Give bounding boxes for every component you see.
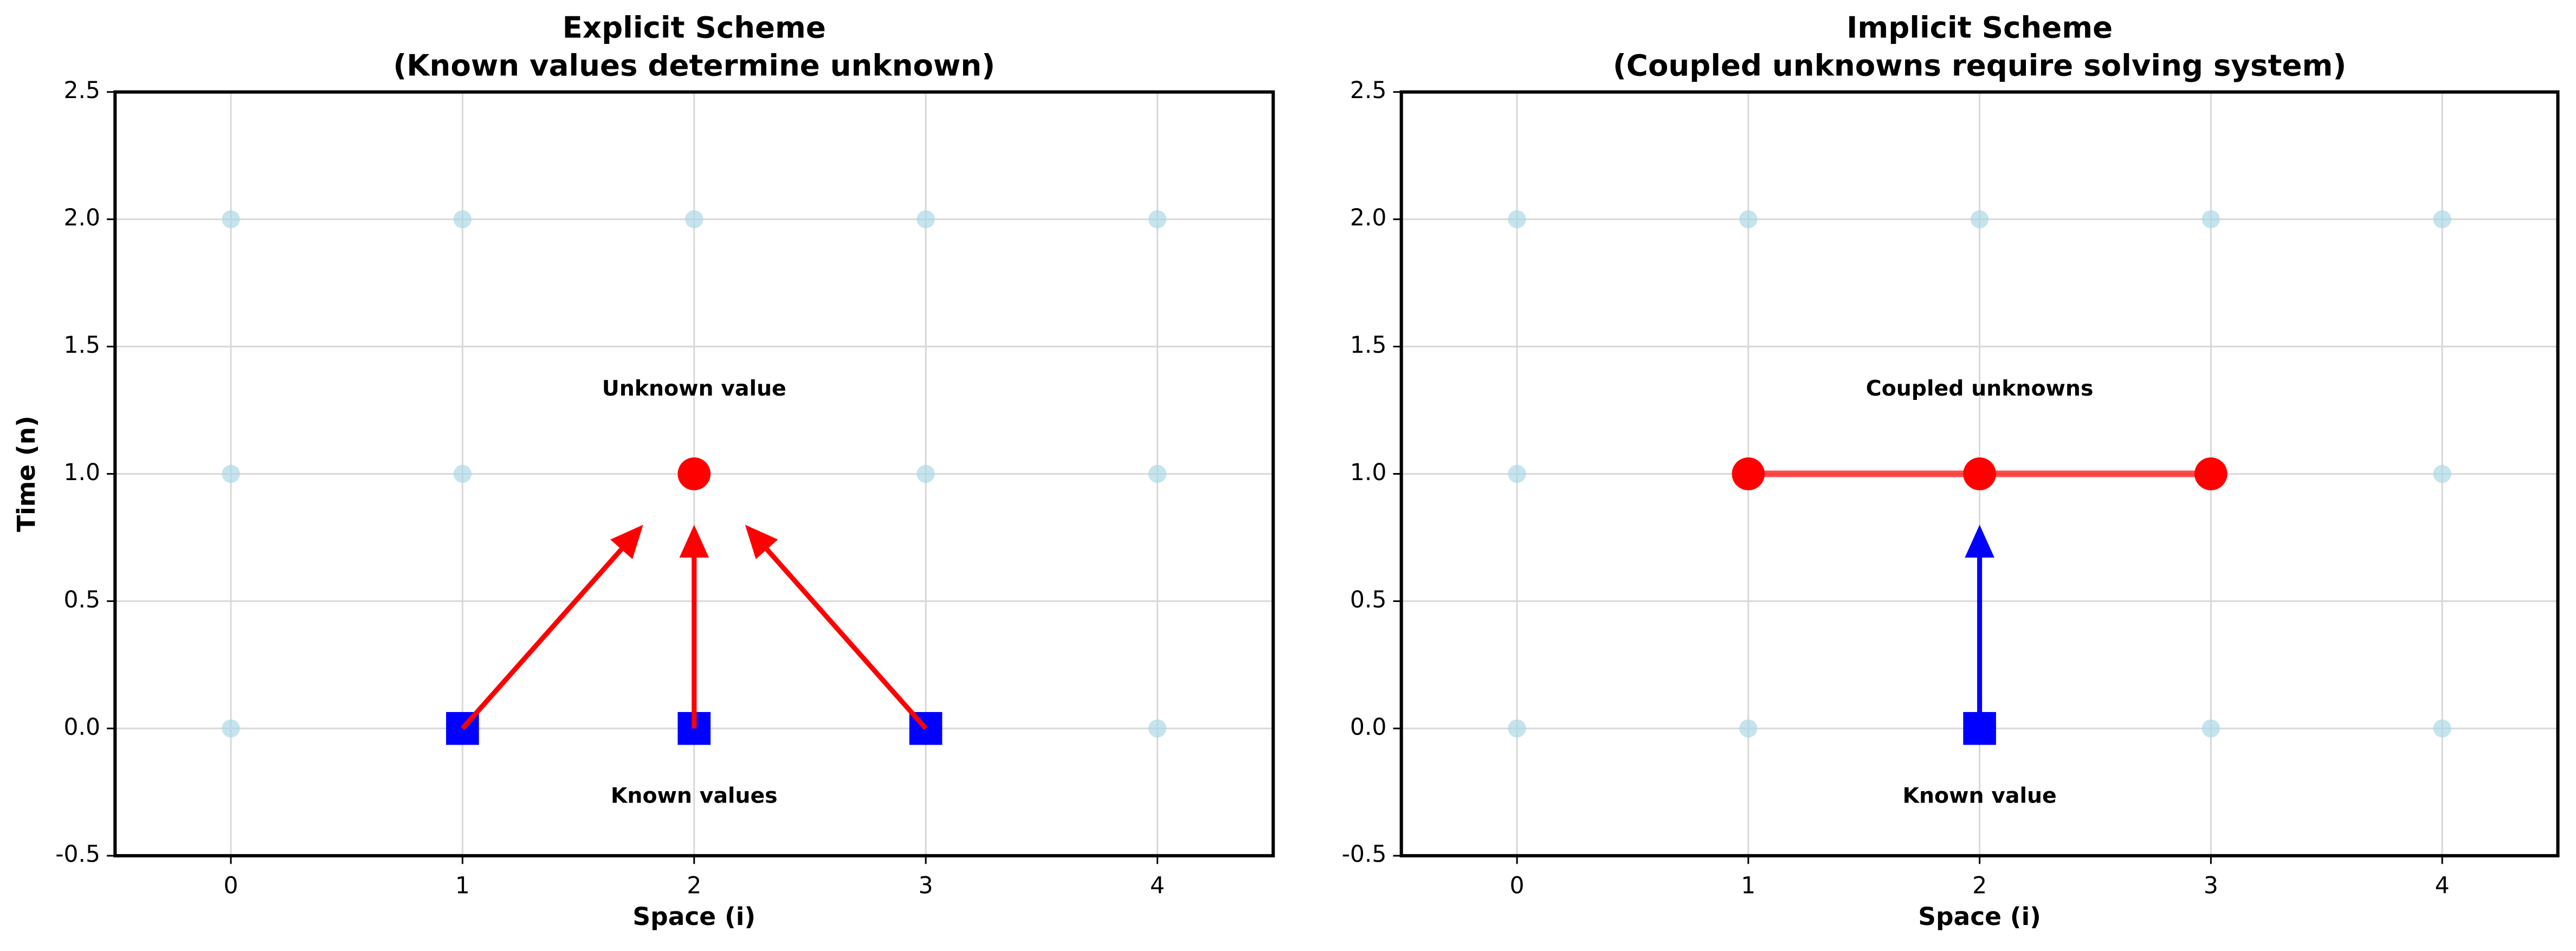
x-tick-label: 0 — [1510, 872, 1525, 899]
grid-point — [916, 464, 935, 483]
chart-subtitle: (Known values determine unknown) — [393, 48, 995, 82]
arrow-head — [679, 525, 709, 558]
x-tick-label: 1 — [1741, 872, 1755, 899]
arrow-head — [1965, 525, 1994, 558]
x-axis-label: Space (i) — [632, 902, 756, 931]
grid-point — [916, 210, 935, 229]
x-tick-label: 4 — [2435, 872, 2450, 899]
grid-point — [1148, 719, 1167, 737]
annotation: Coupled unknowns — [1866, 376, 2094, 401]
x-tick-label: 2 — [1972, 872, 1987, 899]
grid-point — [1739, 719, 1758, 737]
grid-point — [1508, 719, 1526, 737]
x-tick-label: 3 — [919, 872, 933, 899]
grid-point — [2433, 464, 2451, 483]
plot-frame — [113, 90, 1275, 858]
chart-title: Explicit Scheme — [563, 10, 826, 45]
grid-point — [1148, 464, 1167, 483]
arrow-head — [610, 525, 643, 559]
grid-point — [1739, 210, 1758, 229]
grid-point — [1508, 210, 1526, 229]
y-tick-label: 1.0 — [1350, 460, 1386, 486]
x-tick-label: 0 — [223, 872, 238, 899]
y-tick-label: 1.5 — [64, 332, 100, 359]
grid-point — [2201, 719, 2220, 737]
y-axis-label: Time (n) — [12, 416, 41, 532]
y-tick-label: 2.5 — [64, 77, 100, 104]
annotation: Unknown value — [602, 376, 786, 401]
grid-point — [453, 464, 472, 483]
arrow-head — [745, 525, 778, 559]
y-tick-label: 0.5 — [1350, 587, 1386, 613]
grid-point — [222, 719, 240, 737]
y-tick-label: 1.5 — [1350, 332, 1386, 359]
y-tick-label: -0.5 — [1342, 842, 1387, 868]
chart-subtitle: (Coupled unknowns require solving system… — [1613, 48, 2346, 82]
x-axis-label: Space (i) — [1918, 902, 2041, 931]
grid-point — [1732, 457, 1765, 490]
grid-point — [685, 210, 703, 229]
annotation: Known values — [611, 784, 778, 808]
y-tick-label: 2.0 — [64, 205, 100, 231]
y-tick-label: 1.0 — [64, 460, 100, 486]
grid-point — [2194, 457, 2228, 490]
arrow — [460, 547, 623, 730]
y-tick-label: 2.0 — [1350, 205, 1386, 231]
grid-point — [222, 210, 240, 229]
grid-point — [1963, 457, 1996, 490]
x-tick-label: 1 — [455, 872, 470, 899]
grid-point — [222, 464, 240, 483]
grid-point — [2433, 210, 2451, 229]
plot-frame — [1399, 90, 2560, 858]
chart-title: Implicit Scheme — [1847, 10, 2113, 45]
y-axis-label: Time (n) — [12, 416, 41, 532]
grid-point — [2201, 210, 2220, 229]
x-tick-label: 3 — [2204, 872, 2218, 899]
y-tick-label: 2.5 — [1350, 77, 1386, 104]
grid-point — [1148, 210, 1167, 229]
y-tick-label: 0.0 — [64, 714, 100, 741]
grid-point — [677, 457, 711, 490]
y-tick-label: 0.0 — [1350, 714, 1386, 741]
annotation: Known value — [1902, 784, 2056, 808]
grid-point — [453, 210, 472, 229]
arrow — [765, 547, 928, 730]
x-tick-label: 2 — [687, 872, 701, 899]
grid-point — [1508, 464, 1526, 483]
y-tick-label: 0.5 — [64, 587, 100, 613]
y-tick-label: -0.5 — [55, 842, 100, 868]
grid-point — [1970, 210, 1989, 229]
x-tick-label: 4 — [1150, 872, 1165, 899]
grid-point — [2433, 719, 2451, 737]
